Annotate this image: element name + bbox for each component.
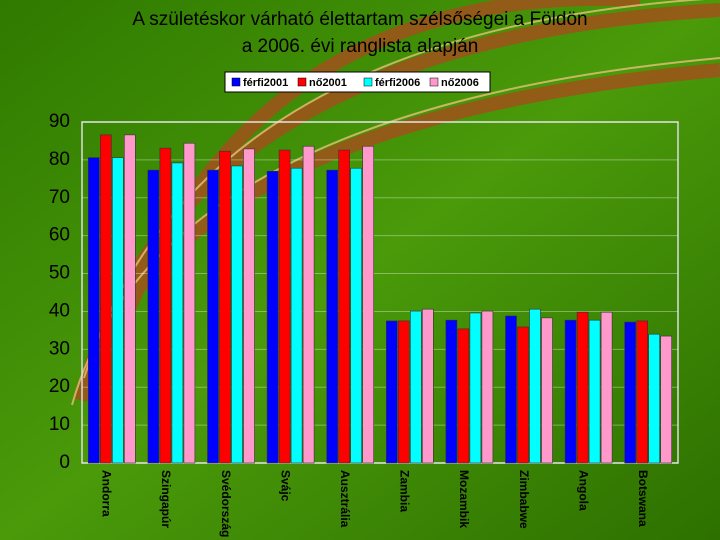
x-tick-label: Angola: [576, 470, 590, 511]
y-tick-label: 20: [49, 376, 70, 397]
legend-swatch: [297, 77, 307, 87]
legend-label: nő2001: [309, 77, 347, 89]
bar: [112, 157, 124, 464]
bar: [457, 328, 470, 464]
bar: [326, 169, 339, 464]
bar: [660, 335, 673, 464]
x-tick-label: Botswana: [636, 470, 650, 527]
y-tick-label: 50: [49, 263, 70, 284]
bar: [124, 134, 136, 464]
bar: [159, 147, 172, 464]
x-tick-label: Szingapúr: [159, 470, 173, 528]
y-tick-label: 80: [49, 149, 70, 170]
bar: [338, 149, 351, 464]
bar: [397, 320, 410, 464]
legend-swatch: [363, 77, 373, 87]
bar: [636, 320, 649, 464]
x-tick-label: Zimbabwe: [517, 470, 531, 529]
bar: [469, 312, 482, 464]
bar: [350, 167, 363, 464]
bar: [278, 149, 291, 464]
y-tick-label: 90: [49, 111, 70, 132]
bar: [576, 311, 589, 464]
bar: [362, 145, 375, 464]
bar: [290, 167, 303, 464]
y-tick-label: 0: [59, 452, 70, 473]
bar: [219, 150, 231, 464]
legend-swatch: [429, 77, 439, 87]
bar: [421, 308, 434, 464]
y-tick-label: 10: [49, 414, 70, 435]
bar: [207, 169, 219, 464]
bar: [147, 169, 160, 464]
bar: [624, 321, 637, 464]
bar: [231, 165, 243, 464]
bar: [302, 145, 315, 464]
x-tick-label: Andorra: [100, 470, 114, 517]
bar: [100, 134, 112, 464]
bar: [88, 157, 100, 464]
y-tick-label: 70: [49, 187, 70, 208]
bar: [529, 308, 541, 464]
bar: [481, 310, 494, 464]
chart-title: a 2006. évi ranglista alapján: [242, 36, 479, 57]
bar: [505, 315, 517, 464]
legend-label: férfi2001: [243, 77, 288, 89]
x-tick-label: Ausztrália: [338, 470, 352, 528]
x-tick-label: Mozambik: [457, 470, 471, 528]
bar: [266, 170, 279, 464]
y-tick-label: 40: [49, 300, 70, 321]
legend-box: [224, 71, 491, 93]
plot-area: [81, 121, 679, 464]
bar: [445, 319, 458, 464]
x-tick-label: Zambia: [398, 470, 412, 512]
bar: [243, 148, 255, 464]
bar: [600, 311, 613, 464]
bar: [588, 319, 601, 464]
bar: [385, 320, 398, 464]
x-tick-label: Svájc: [278, 470, 292, 502]
legend-label: férfi2006: [375, 77, 420, 89]
bar: [564, 319, 577, 464]
bar: [517, 326, 529, 464]
bar: [171, 162, 184, 464]
y-tick-label: 30: [49, 338, 70, 359]
legend-swatch: [231, 77, 241, 87]
bar: [183, 142, 196, 464]
bar: [409, 310, 422, 464]
legend-label: nő2006: [441, 77, 479, 89]
bar: [648, 333, 661, 464]
bar: [541, 317, 553, 464]
chart-title: A születéskor várható élettartam szélsős…: [132, 9, 587, 30]
x-tick-label: Svédország: [219, 470, 233, 537]
y-tick-label: 60: [49, 225, 70, 246]
